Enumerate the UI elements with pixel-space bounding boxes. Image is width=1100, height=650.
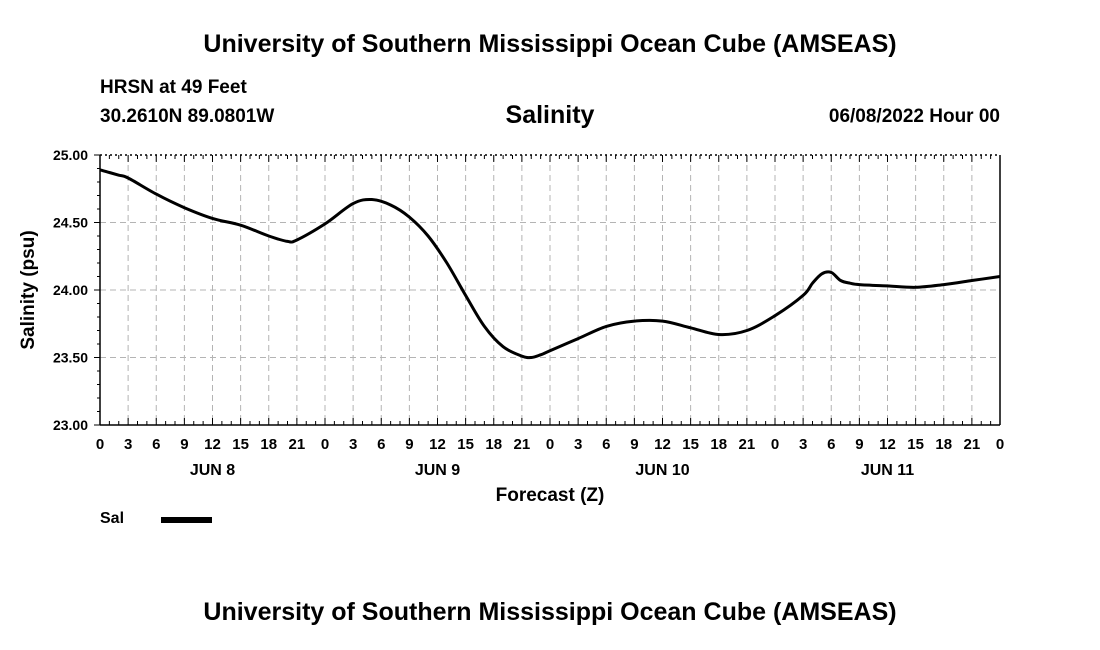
x-tick-label: 21 (739, 436, 756, 453)
variable-title: Salinity (505, 101, 595, 129)
chart-top-title: University of Southern Mississippi Ocean… (203, 30, 897, 58)
x-tick-label: 15 (907, 436, 924, 453)
x-tick-label: 21 (964, 436, 981, 453)
x-tick-label: 21 (289, 436, 306, 453)
x-tick-label: 0 (321, 436, 329, 453)
x-tick-label: 3 (349, 436, 357, 453)
x-tick-label: 3 (124, 436, 132, 453)
x-tick-label: 9 (855, 436, 863, 453)
x-tick-label: 0 (771, 436, 779, 453)
legend-line-swatch (161, 517, 212, 523)
x-tick-label: 12 (429, 436, 446, 453)
y-tick-label: 23.00 (53, 417, 88, 433)
day-label: JUN 10 (635, 462, 689, 479)
x-tick-label: 12 (204, 436, 221, 453)
x-tick-label: 6 (602, 436, 610, 453)
x-tick-label: 18 (710, 436, 727, 453)
x-tick-label: 9 (405, 436, 413, 453)
y-tick-label: 24.50 (53, 215, 88, 231)
x-tick-label: 6 (152, 436, 160, 453)
y-tick-label: 24.00 (53, 282, 88, 298)
series-line-sal (99, 168, 1001, 360)
x-tick-label: 12 (654, 436, 671, 453)
y-axis-title: Salinity (psu) (18, 230, 39, 349)
station-coordinates: 30.2610N 89.0801W (100, 106, 275, 127)
x-tick-label: 12 (879, 436, 896, 453)
day-label: JUN 11 (861, 462, 914, 479)
day-label: JUN 8 (190, 462, 235, 479)
x-tick-label: 15 (232, 436, 249, 453)
x-tick-label: 6 (827, 436, 835, 453)
y-tick-label: 23.50 (53, 350, 88, 366)
x-tick-label: 3 (574, 436, 582, 453)
chart-bottom-title: University of Southern Mississippi Ocean… (203, 598, 897, 626)
x-tick-label: 9 (180, 436, 188, 453)
x-tick-label: 0 (996, 436, 1004, 453)
x-tick-label: 9 (630, 436, 638, 453)
x-axis-title: Forecast (Z) (496, 485, 605, 506)
forecast-datetime: 06/08/2022 Hour 00 (828, 106, 1000, 127)
x-tick-label: 0 (96, 436, 104, 453)
x-tick-label: 18 (260, 436, 277, 453)
x-tick-label: 15 (457, 436, 474, 453)
x-tick-label: 21 (514, 436, 531, 453)
day-label: JUN 9 (415, 462, 460, 479)
x-tick-label: 6 (377, 436, 385, 453)
x-tick-label: 18 (935, 436, 952, 453)
y-tick-label: 25.00 (53, 147, 88, 163)
x-tick-label: 15 (682, 436, 699, 453)
x-tick-label: 3 (799, 436, 807, 453)
station-label: HRSN at 49 Feet (100, 77, 247, 98)
legend-label: Sal (100, 510, 125, 527)
x-tick-label: 18 (485, 436, 502, 453)
x-tick-label: 0 (546, 436, 554, 453)
